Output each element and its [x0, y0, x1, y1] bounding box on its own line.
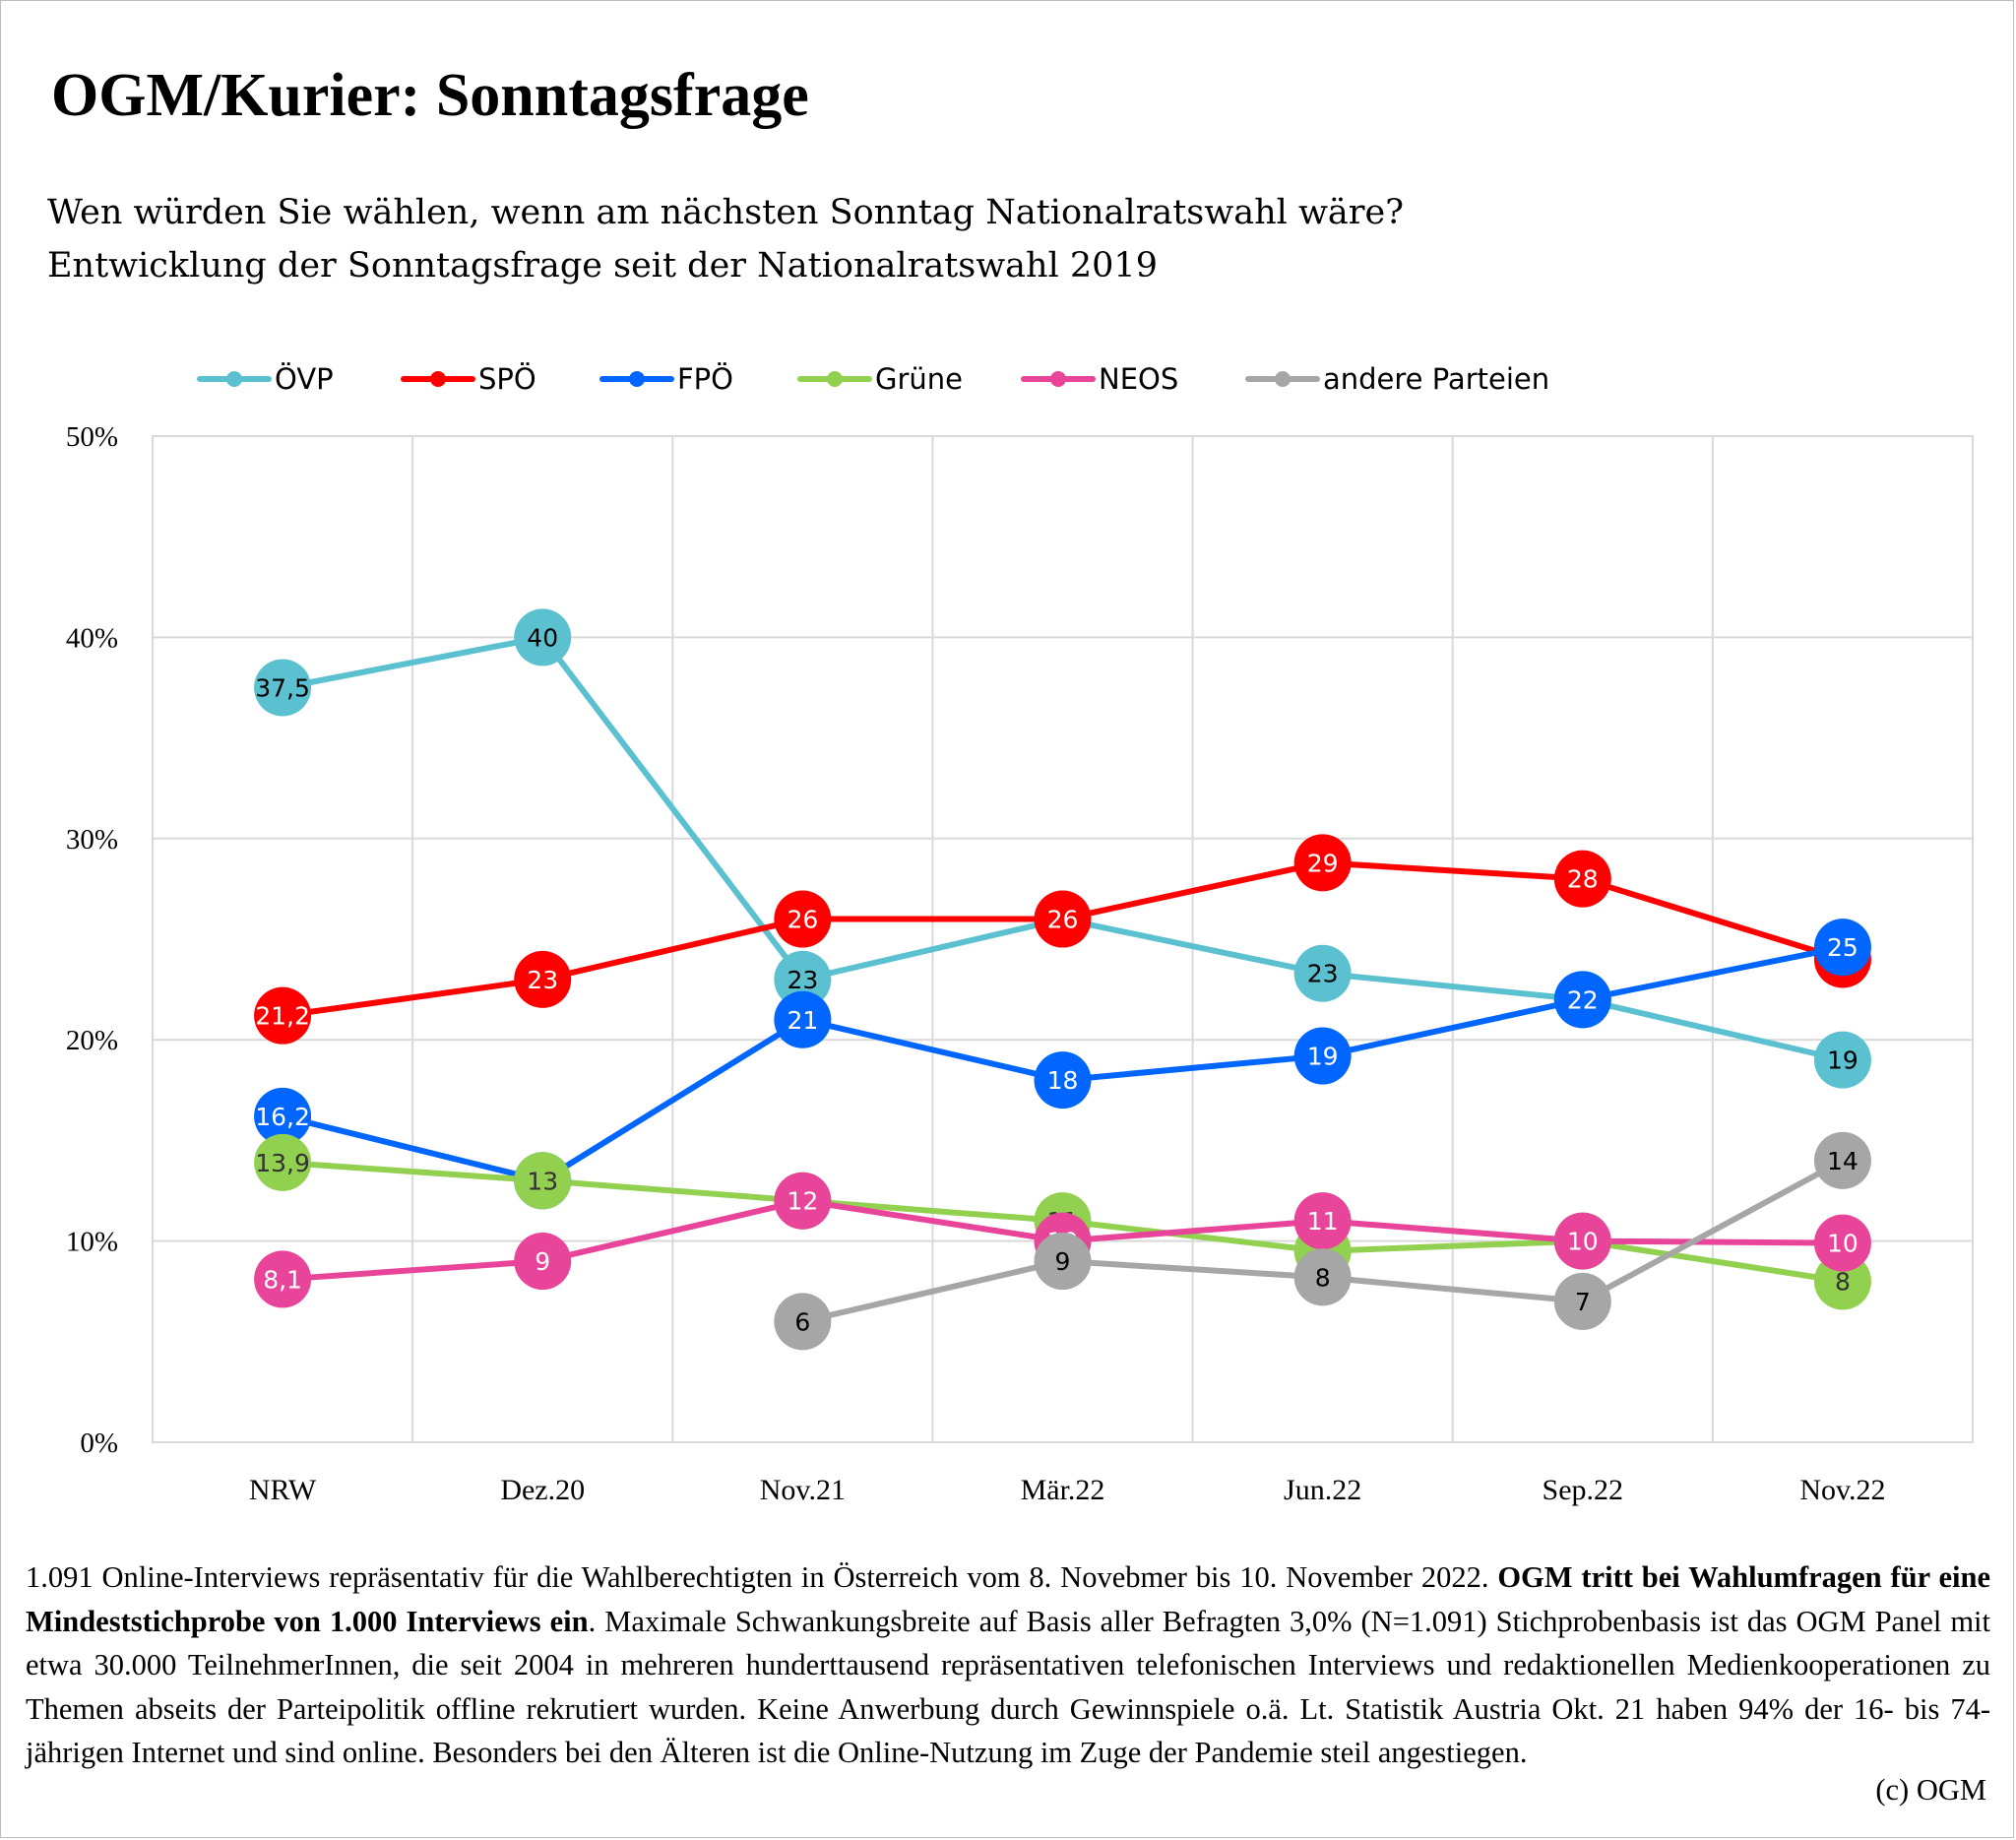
- data-point: [1813, 1031, 1871, 1089]
- copyright: (c) OGM: [1875, 1773, 1986, 1807]
- x-tick-label: Dez.20: [500, 1474, 585, 1506]
- footnote-text-2: . Maximale Schwankungsbreite auf Basis a…: [26, 1604, 1990, 1770]
- data-label: 10: [1567, 1228, 1599, 1256]
- y-tick-label: 0%: [80, 1428, 118, 1459]
- data-point: [514, 950, 572, 1008]
- data-label: 37,5: [255, 674, 310, 703]
- data-label: 21: [787, 1006, 818, 1035]
- data-point: [1553, 850, 1611, 908]
- y-tick-label: 20%: [66, 1025, 118, 1056]
- data-point: [774, 890, 832, 948]
- legend-label: SPÖ: [478, 362, 536, 396]
- data-point: [514, 1152, 572, 1210]
- data-label: 14: [1827, 1147, 1858, 1175]
- data-point: [254, 1087, 312, 1145]
- y-tick-label: 50%: [66, 421, 118, 453]
- legend-marker: [226, 371, 242, 387]
- data-point: [1293, 1192, 1352, 1250]
- data-label: 10: [1827, 1230, 1858, 1258]
- legend-marker: [629, 371, 645, 387]
- legend-marker: [1275, 371, 1291, 387]
- data-label: 9: [1055, 1247, 1071, 1276]
- data-point: [1553, 1212, 1611, 1270]
- legend-label: NEOS: [1099, 362, 1178, 396]
- data-point: [774, 950, 832, 1008]
- data-label: 18: [1047, 1066, 1079, 1095]
- y-tick-label: 10%: [66, 1227, 118, 1258]
- data-point: [254, 1250, 312, 1308]
- data-point: [1293, 1027, 1352, 1085]
- line-chart: 0% 10% 20% 30% 40% 50% NRW Dez.20 Nov.21 Mär.22 Ju…: [66, 362, 1974, 1506]
- data-label: 26: [787, 906, 818, 934]
- data-label: 7: [1575, 1288, 1591, 1316]
- data-point: [774, 990, 832, 1048]
- data-label: 28: [1567, 865, 1599, 894]
- data-point: [1293, 1248, 1352, 1306]
- data-point: [514, 1233, 572, 1291]
- data-label: 13,9: [255, 1149, 310, 1177]
- data-point: [1034, 1051, 1092, 1110]
- data-label: 19: [1307, 1043, 1339, 1071]
- legend-label: FPÖ: [677, 362, 733, 396]
- data-point: [1293, 834, 1352, 892]
- x-tick-label: NRW: [249, 1474, 317, 1506]
- legend-marker: [1050, 371, 1066, 387]
- footnote-text-1: 1.091 Online-Interviews repräsentativ fü…: [26, 1560, 1498, 1594]
- legend-marker: [827, 371, 843, 387]
- data-point: [1293, 944, 1352, 1002]
- data-label: 22: [1567, 985, 1599, 1014]
- legend-label: Grüne: [875, 362, 963, 396]
- data-label: 9: [535, 1247, 550, 1276]
- data-point: [1553, 971, 1611, 1029]
- data-label: 8: [1835, 1267, 1851, 1296]
- x-tick-label: Jun.22: [1284, 1474, 1361, 1506]
- data-point: [254, 986, 312, 1045]
- x-tick-label: Mär.22: [1021, 1474, 1105, 1506]
- x-tick-label: Nov.22: [1799, 1474, 1885, 1506]
- data-label: 23: [1307, 960, 1339, 988]
- footnote-bold-text: OGM tritt bei Wahl­umfragen für eine Min…: [26, 1560, 1990, 1638]
- data-label: 12: [787, 1187, 818, 1216]
- y-tick-label: 30%: [66, 824, 118, 856]
- data-label: 16,2: [255, 1103, 310, 1131]
- data-label: 23: [527, 966, 558, 994]
- legend-marker: [430, 371, 446, 387]
- data-point: [774, 1293, 832, 1351]
- data-point: [1813, 1131, 1871, 1189]
- data-label: 40: [527, 623, 558, 652]
- data-point: [774, 1172, 832, 1230]
- data-label: 29: [1307, 849, 1339, 877]
- data-point: [514, 608, 572, 666]
- y-tick-label: 40%: [66, 622, 118, 654]
- data-point: [1034, 890, 1092, 948]
- data-label: 8: [1315, 1263, 1331, 1292]
- data-label: 25: [1827, 933, 1858, 962]
- data-label: 21,2: [255, 1002, 310, 1031]
- data-label: 23: [787, 966, 818, 994]
- data-point: [254, 659, 312, 717]
- x-tick-label: Nov.21: [760, 1474, 846, 1506]
- data-point: [1034, 1233, 1092, 1291]
- data-label: 26: [1047, 906, 1079, 934]
- data-label: 13: [527, 1167, 558, 1195]
- data-point: [1813, 919, 1871, 977]
- chart-title: OGM/Kurier: Sonntagsfrage: [51, 62, 809, 129]
- data-point: [1813, 1214, 1871, 1272]
- data-label: 11: [1307, 1207, 1339, 1236]
- chart-subtitle-description: Entwicklung der Sonntagsfrage seit der N…: [47, 246, 1158, 286]
- data-point: [1553, 1272, 1611, 1330]
- chart-subtitle-question: Wen würden Sie wählen, wenn am nächsten …: [47, 193, 1404, 232]
- data-point: [254, 1133, 312, 1191]
- footnote: 1.091 Online-Interviews repräsentativ fü…: [26, 1555, 1990, 1775]
- data-label: 19: [1827, 1047, 1858, 1075]
- legend-label: ÖVP: [275, 362, 334, 396]
- x-tick-label: Sep.22: [1543, 1474, 1624, 1506]
- data-label: 8,1: [263, 1265, 302, 1294]
- legend-label: andere Parteien: [1323, 362, 1549, 396]
- data-label: 6: [794, 1307, 810, 1336]
